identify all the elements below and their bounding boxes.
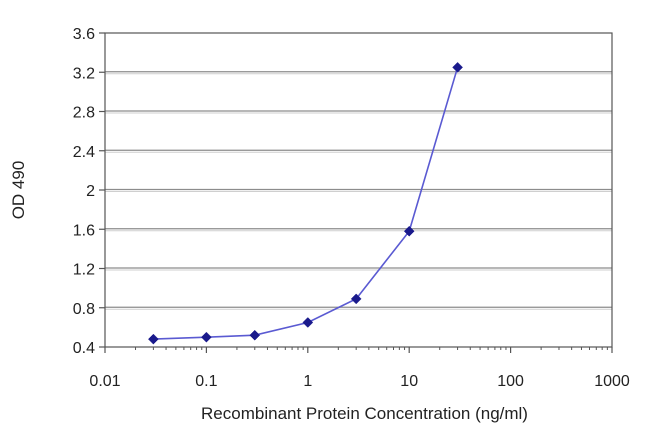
tick-labels: 0.4 0.8 1.2 1.6 2 2.4 2.8 3.2 3.6 0.01 0.1 1 10 100 10… <box>73 26 630 390</box>
y-tick-label: 2 <box>86 183 95 200</box>
y-tick-label: 1.6 <box>73 222 95 239</box>
data-point <box>148 333 159 345</box>
y-tick-label: 2.4 <box>73 144 95 161</box>
y-tick-label: 0.4 <box>73 340 95 357</box>
data-point <box>201 331 212 343</box>
data-point <box>302 317 314 328</box>
data-series <box>148 61 463 345</box>
x-tick-label: 10 <box>400 373 418 390</box>
y-axis-title: OD 490 <box>9 161 28 220</box>
x-tick-label: 0.1 <box>195 373 217 390</box>
x-tick-label: 1 <box>303 373 312 390</box>
x-tick-label: 100 <box>497 373 524 390</box>
axis-ticks <box>99 32 613 353</box>
x-tick-label: 1000 <box>594 373 630 390</box>
data-point <box>350 293 362 305</box>
series-line <box>153 67 459 340</box>
data-point <box>452 61 463 73</box>
y-tick-label: 3.2 <box>73 65 95 82</box>
x-tick-label: 0.01 <box>89 373 120 390</box>
gridlines <box>105 71 612 310</box>
y-tick-label: 0.8 <box>73 301 95 318</box>
y-tick-label: 2.8 <box>73 105 95 122</box>
y-tick-label: 1.2 <box>73 262 95 279</box>
x-axis-title: Recombinant Protein Concentration (ng/ml… <box>201 404 528 423</box>
data-point <box>403 225 415 237</box>
y-tick-label: 3.6 <box>73 26 95 43</box>
data-point <box>249 329 261 341</box>
